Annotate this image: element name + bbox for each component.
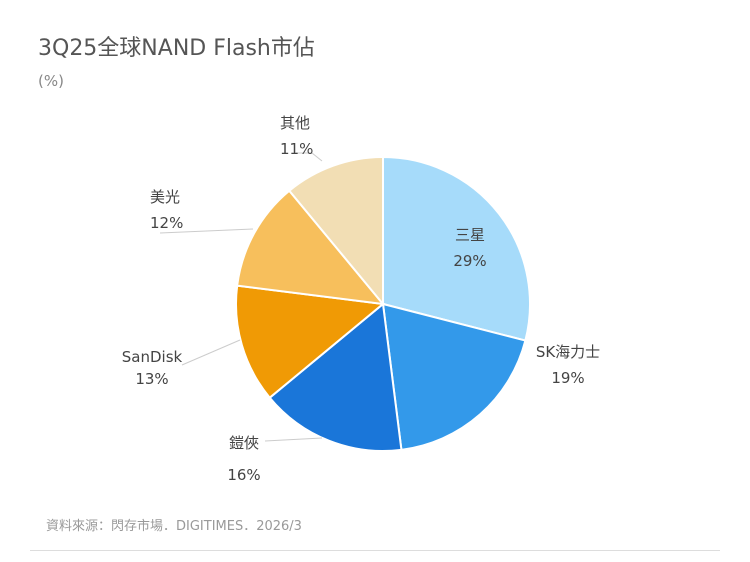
slice-value: 13% [135,370,169,388]
slice-name: 其他 [280,114,311,132]
slice-value: 19% [551,369,585,387]
leader-line-kioxia [264,437,323,442]
slice-name: SanDisk [121,348,183,366]
leader-line-micron [159,228,254,234]
slice-name: 美光 [150,188,181,206]
source-note: 資料來源：閃存市場．DIGITIMES．2026/3 [46,519,302,534]
pie-slice [381,302,527,451]
slice-value: 29% [453,252,487,270]
slice-value: 16% [227,466,261,484]
slice-name: SK海力士 [535,343,601,361]
leader-lines [159,152,323,442]
leader-line-others [296,152,323,162]
slice-value: 12% [150,214,184,232]
chart-title: 3Q25全球NAND Flash市佔 [38,36,315,61]
footer-divider [30,550,720,551]
slice-label-sandisk: SanDisk 13% [112,346,192,390]
pie-slice [235,284,386,400]
slice-label-others: 其他 11% [280,110,330,162]
slice-name: 鎧俠 [228,434,259,452]
leader-line-sandisk [181,339,241,366]
slice-value: 11% [280,140,314,158]
chart-unit: (%) [38,72,64,90]
pie-slice [382,155,531,342]
slice-name: 三星 [454,226,485,244]
slice-label-kioxia: 鎧俠 16% [222,427,266,491]
slice-label-micron: 美光 12% [150,184,200,236]
pie-slice [236,189,386,306]
pie-slice [268,302,403,452]
pie-slices [235,155,531,452]
pie-slice [287,155,384,307]
slice-label-samsung: 三星 29% [430,222,510,274]
slice-label-sk-hynix: SK海力士 19% [522,339,614,391]
